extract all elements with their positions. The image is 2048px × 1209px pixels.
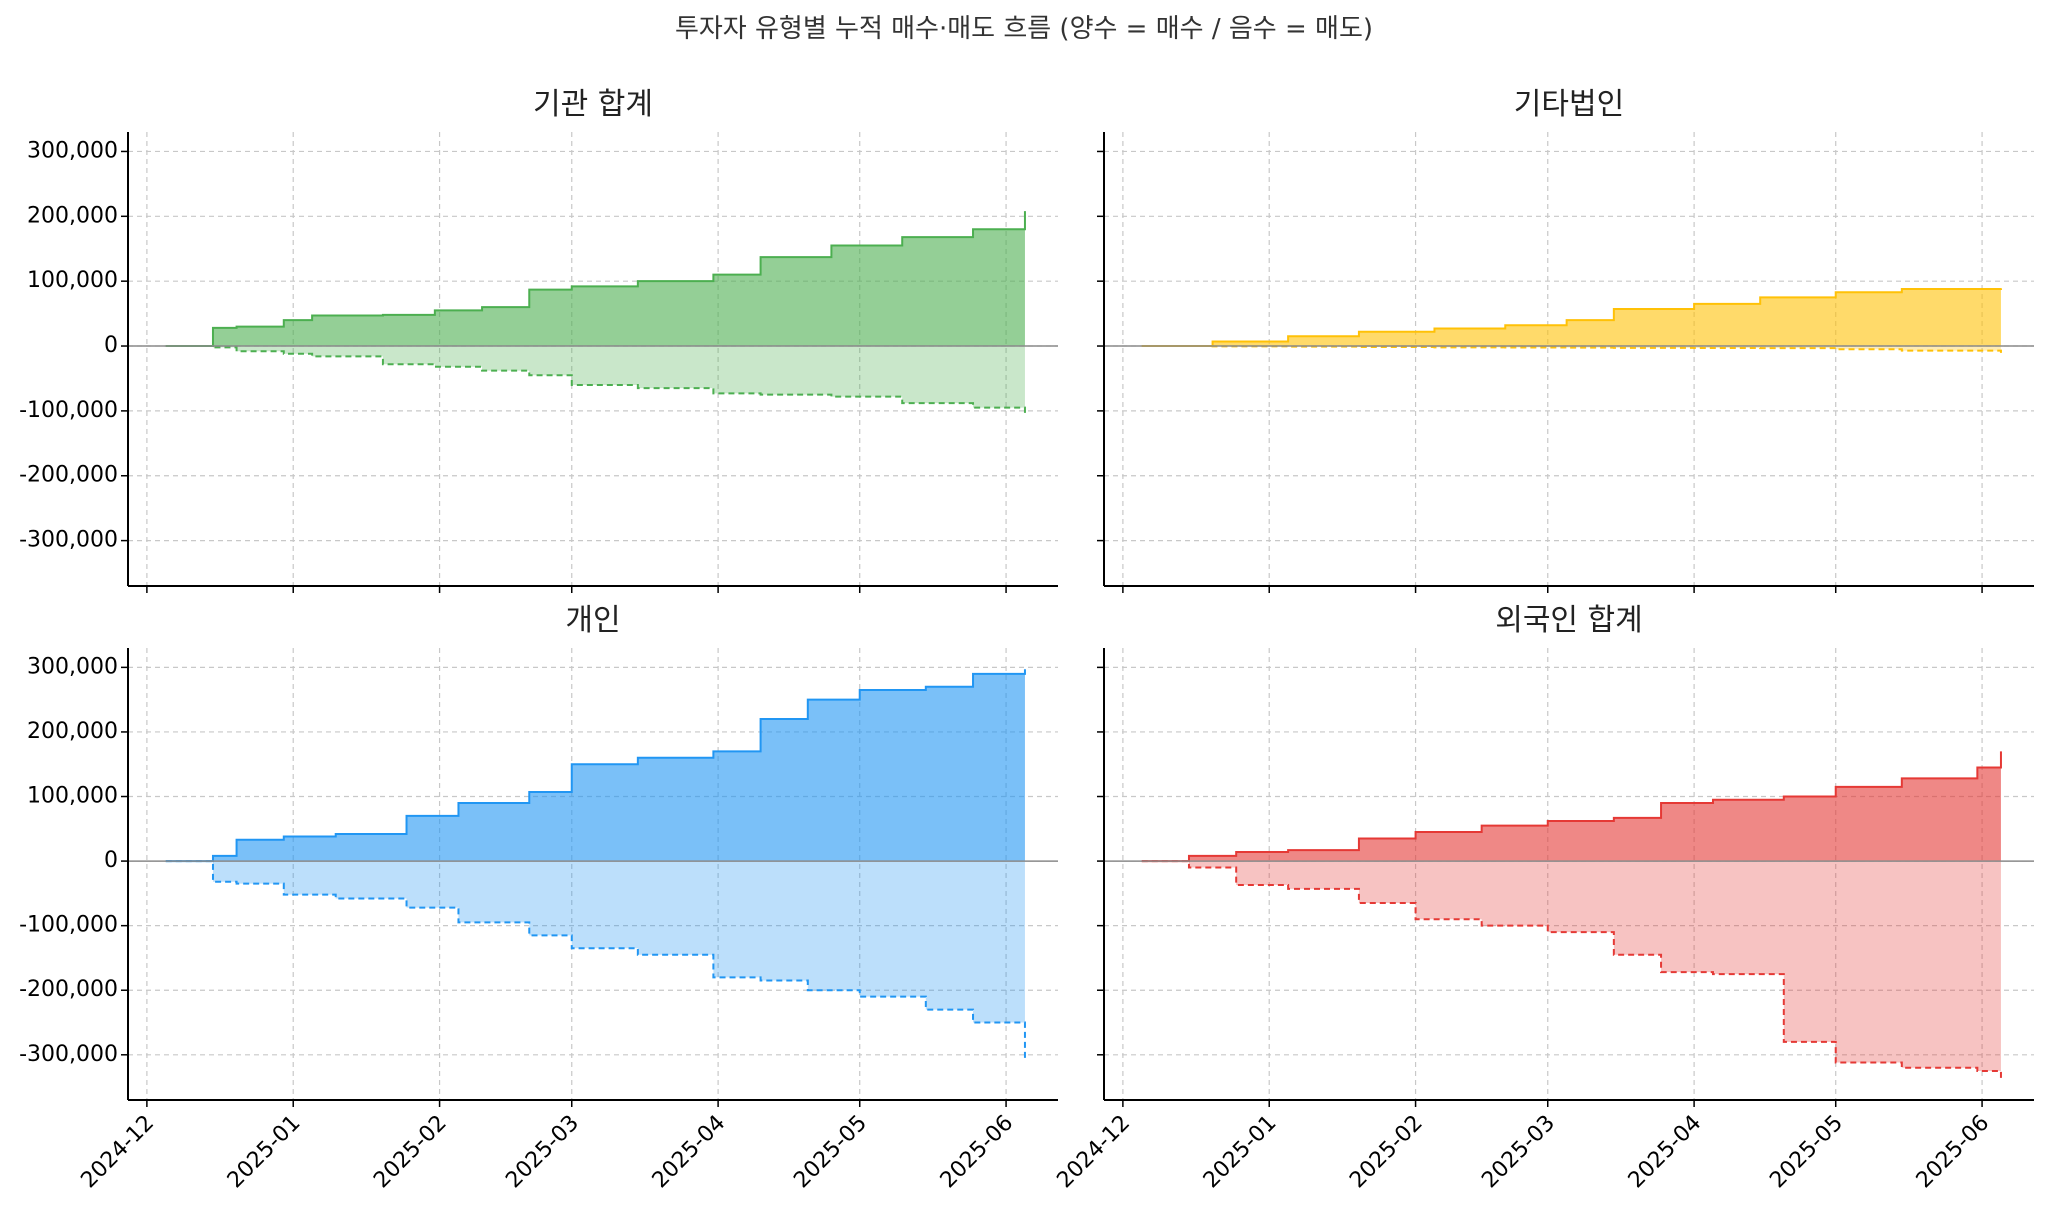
buy-line bbox=[1141, 751, 2002, 863]
subplot-title: 기타법인 bbox=[1514, 87, 1624, 122]
x-tick-label: 2025-02 bbox=[369, 1111, 452, 1194]
y-tick-label: 0 bbox=[104, 333, 118, 358]
subplot-4: 2024-12 2025-01 2025-02 2025-03 2025-04 2025-… bbox=[1052, 603, 2034, 1193]
subplot-2: 기타법인 bbox=[1097, 87, 2034, 593]
x-tick-label: 2025-04 bbox=[648, 1111, 731, 1194]
x-tick-label: 2025-06 bbox=[936, 1111, 1019, 1194]
subplot-title: 개인 bbox=[565, 603, 620, 638]
x-tick-label: 2025-02 bbox=[1345, 1111, 1428, 1194]
subplot-1: -300,000 -200,000 -100,000 0 100,000 200,000 3… bbox=[19, 87, 1058, 593]
buy-line bbox=[165, 669, 1026, 863]
y-tick-label: 0 bbox=[104, 848, 118, 873]
subplot-title: 기관 합계 bbox=[533, 87, 653, 122]
sell-area bbox=[1141, 346, 2001, 354]
y-tick-label: -300,000 bbox=[19, 1042, 118, 1067]
x-tick-label: 2025-01 bbox=[223, 1111, 306, 1194]
y-tick-label: -200,000 bbox=[19, 463, 118, 488]
y-tick-label: -100,000 bbox=[19, 398, 118, 423]
y-tick-label: 300,000 bbox=[27, 138, 118, 163]
x-tick-label: 2024-12 bbox=[76, 1111, 159, 1194]
sell-line bbox=[1141, 860, 2002, 1079]
sell-area bbox=[1141, 861, 2001, 1079]
x-tick-label: 2025-01 bbox=[1199, 1111, 1282, 1194]
buy-area bbox=[1141, 288, 2001, 347]
buy-line bbox=[1141, 287, 2002, 348]
subplot-title: 외국인 합계 bbox=[1495, 603, 1643, 638]
x-tick-label: 2025-04 bbox=[1624, 1111, 1707, 1194]
y-tick-label: -100,000 bbox=[19, 913, 118, 938]
sell-line bbox=[165, 345, 1026, 416]
x-tick-label: 2024-12 bbox=[1052, 1111, 1135, 1194]
y-tick-label: -300,000 bbox=[19, 528, 118, 553]
sell-line bbox=[165, 860, 1026, 1059]
y-tick-label: 300,000 bbox=[27, 654, 118, 679]
y-tick-label: 100,000 bbox=[27, 784, 118, 809]
y-tick-label: -200,000 bbox=[19, 977, 118, 1002]
y-tick-label: 100,000 bbox=[27, 268, 118, 293]
x-tick-label: 2025-06 bbox=[1912, 1111, 1995, 1194]
buy-line bbox=[165, 211, 1026, 348]
x-tick-label: 2025-03 bbox=[1477, 1111, 1560, 1194]
buy-area bbox=[1141, 751, 2001, 862]
figure-title: 투자자 유형별 누적 매수·매도 흐름 (양수 = 매수 / 음수 = 매도) bbox=[674, 14, 1374, 44]
y-tick-label: 200,000 bbox=[27, 203, 118, 228]
buy-area bbox=[165, 211, 1025, 347]
x-tick-label: 2025-05 bbox=[1765, 1111, 1848, 1194]
sell-area bbox=[165, 861, 1025, 1059]
y-tick-label: 200,000 bbox=[27, 719, 118, 744]
subplot-3: -300,000 -200,000 -100,000 0 100,000 200,000 3… bbox=[19, 603, 1058, 1193]
x-tick-label: 2025-03 bbox=[501, 1111, 584, 1194]
x-tick-label: 2025-05 bbox=[789, 1111, 872, 1194]
sell-area bbox=[165, 346, 1025, 416]
